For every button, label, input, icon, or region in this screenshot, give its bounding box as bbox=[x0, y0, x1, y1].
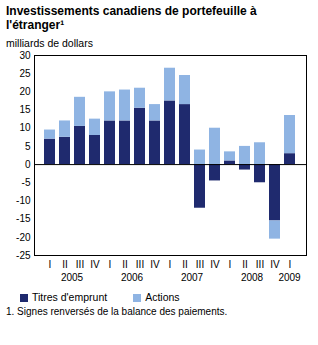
svg-text:IV: IV bbox=[210, 259, 220, 270]
svg-text:2007: 2007 bbox=[181, 272, 204, 283]
svg-text:-5: -5 bbox=[22, 177, 31, 188]
svg-text:20: 20 bbox=[19, 86, 31, 97]
svg-text:-15: -15 bbox=[16, 213, 31, 224]
svg-text:I: I bbox=[169, 259, 172, 270]
html-text:Investissements canadiens de p: Investissements canadiens de portefeuill… bbox=[6, 4, 257, 32]
svg-text:0: 0 bbox=[25, 159, 31, 170]
html-text:Titres d'emprunt: Titres d'emprunt bbox=[32, 291, 108, 303]
html-text:milliards de dollars: milliards de dollars bbox=[6, 37, 93, 49]
svg-text:I: I bbox=[289, 259, 292, 270]
svg-text:5: 5 bbox=[25, 141, 31, 152]
svg-text:I: I bbox=[229, 259, 232, 270]
svg-text:III: III bbox=[136, 259, 144, 270]
svg-text:III: III bbox=[256, 259, 264, 270]
html-text:1. Signes renversés de la bala: 1. Signes renversés de la balance des pa… bbox=[6, 306, 228, 317]
svg-text:I: I bbox=[109, 259, 112, 270]
svg-text:III: III bbox=[196, 259, 204, 270]
svg-text:10: 10 bbox=[19, 122, 31, 133]
svg-text:25: 25 bbox=[19, 68, 31, 79]
svg-text:IV: IV bbox=[270, 259, 280, 270]
svg-text:2006: 2006 bbox=[121, 272, 144, 283]
svg-text:-10: -10 bbox=[16, 195, 31, 206]
svg-text:II: II bbox=[62, 259, 68, 270]
svg-text:15: 15 bbox=[19, 104, 31, 115]
svg-text:III: III bbox=[76, 259, 84, 270]
svg-text:-25: -25 bbox=[16, 250, 31, 261]
svg-text:IV: IV bbox=[90, 259, 100, 270]
html-text:Actions: Actions bbox=[145, 291, 180, 303]
svg-text:II: II bbox=[122, 259, 128, 270]
svg-text:2005: 2005 bbox=[61, 272, 84, 283]
svg-text:30: 30 bbox=[19, 50, 31, 61]
svg-text:IV: IV bbox=[150, 259, 160, 270]
svg-text:II: II bbox=[242, 259, 248, 270]
svg-text:I: I bbox=[49, 259, 52, 270]
svg-text:II: II bbox=[182, 259, 188, 270]
svg-text:-20: -20 bbox=[16, 232, 31, 243]
svg-text:2009: 2009 bbox=[278, 272, 301, 283]
svg-text:2008: 2008 bbox=[241, 272, 264, 283]
